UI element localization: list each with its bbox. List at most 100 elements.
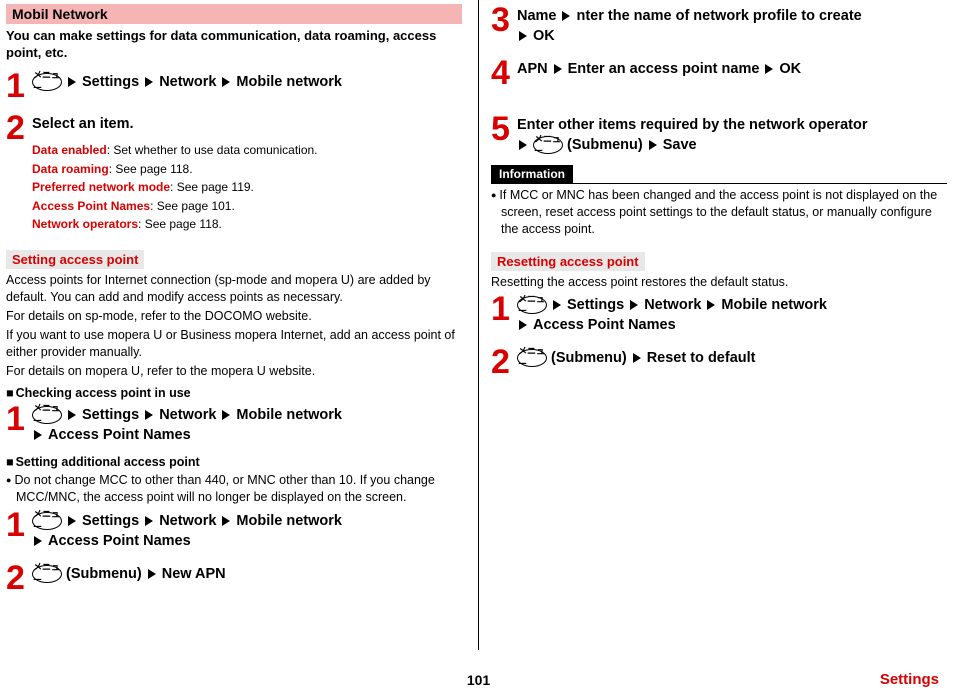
step-5: 5 Enter other items required by the netw…: [491, 113, 947, 156]
nav-settings: Settings: [82, 405, 139, 425]
reset-step-2: 2 メニュー(Submenu) Reset to default: [491, 346, 947, 378]
label-ok: OK: [533, 26, 555, 46]
page-footer: 101 Settings: [0, 671, 957, 688]
right-column: 3 Name nter the name of network profile …: [485, 0, 957, 655]
def-desc: : See page 119.: [170, 180, 254, 194]
arrow-icon: [519, 320, 527, 330]
step-3: 3 Name nter the name of network profile …: [491, 4, 947, 47]
menu-icon: メニュー: [517, 349, 547, 367]
arrow-icon: [562, 11, 570, 21]
nav-network: Network: [159, 511, 216, 531]
subtopic-head: Checking access point in use: [6, 386, 462, 400]
arrow-icon: [519, 140, 527, 150]
step-title: Select an item.: [32, 114, 134, 134]
arrow-icon: [707, 300, 715, 310]
information-bullet: If MCC or MNC has been changed and the a…: [491, 187, 947, 238]
nav-settings: Settings: [567, 295, 624, 315]
nav-apn: Access Point Names: [48, 531, 191, 551]
nav-settings: Settings: [82, 511, 139, 531]
step-number: 3: [491, 4, 517, 47]
nav-mobile-network: Mobile network: [236, 405, 342, 425]
def-desc: : See page 101.: [150, 199, 235, 213]
spacer: [491, 99, 947, 113]
add-step-1: 1 メニュー Settings Network Mobile network A…: [6, 509, 462, 552]
label-save: Save: [663, 135, 697, 155]
page-columns: Mobil Network You can make settings for …: [0, 0, 957, 655]
left-column: Mobil Network You can make settings for …: [0, 0, 472, 655]
nav-mobile-network: Mobile network: [721, 295, 827, 315]
step-number: 2: [6, 112, 32, 234]
arrow-icon: [649, 140, 657, 150]
menu-icon: メニュー: [32, 73, 62, 91]
instruction: Enter an access point name: [568, 59, 760, 79]
arrow-icon: [765, 64, 773, 74]
column-divider: [478, 0, 479, 650]
arrow-icon: [34, 536, 42, 546]
submenu-label: (Submenu): [66, 564, 142, 584]
menu-icon: メニュー: [32, 406, 62, 424]
step-number: 1: [6, 403, 32, 446]
step-number: 1: [491, 293, 517, 336]
definitions-list: Data enabled: Set whether to use data co…: [32, 142, 462, 233]
check-step-1: 1 メニュー Settings Network Mobile network A…: [6, 403, 462, 446]
def-term: Data roaming: [32, 162, 109, 176]
step-1: 1 メニュー Settings Network Mobile network: [6, 70, 462, 102]
arrow-icon: [34, 430, 42, 440]
label-reset-default: Reset to default: [647, 348, 756, 368]
reset-step-1: 1 メニュー Settings Network Mobile network A…: [491, 293, 947, 336]
step-number: 1: [6, 70, 32, 102]
menu-icon: メニュー: [32, 512, 62, 530]
step-4: 4 APN Enter an access point name OK: [491, 57, 947, 89]
sub-header: Resetting access point: [491, 252, 645, 271]
nav-network: Network: [159, 72, 216, 92]
step-number: 1: [6, 509, 32, 552]
def-term: Access Point Names: [32, 199, 150, 213]
information-box: Information If MCC or MNC has been chang…: [491, 165, 947, 238]
arrow-icon: [519, 31, 527, 41]
def-desc: : See page 118.: [109, 162, 193, 176]
label-name: Name: [517, 6, 557, 26]
arrow-icon: [148, 569, 156, 579]
menu-icon: メニュー: [517, 296, 547, 314]
instruction: nter the name of network profile to crea…: [576, 6, 861, 26]
add-step-2: 2 メニュー(Submenu) New APN: [6, 562, 462, 594]
def-term: Preferred network mode: [32, 180, 170, 194]
step-number: 5: [491, 113, 517, 156]
page-number: 101: [467, 672, 490, 688]
step-2: 2 Select an item. Data enabled: Set whet…: [6, 112, 462, 234]
def-desc: : Set whether to use data comunication.: [107, 143, 318, 157]
nav-mobile-network: Mobile network: [236, 72, 342, 92]
def-term: Network operators: [32, 217, 138, 231]
arrow-icon: [145, 77, 153, 87]
arrow-icon: [553, 300, 561, 310]
body-paragraph: Access points for Internet connection (s…: [6, 272, 462, 306]
step-number: 4: [491, 57, 517, 89]
arrow-icon: [222, 410, 230, 420]
arrow-icon: [68, 77, 76, 87]
step-number: 2: [6, 562, 32, 594]
arrow-icon: [145, 516, 153, 526]
nav-settings: Settings: [82, 72, 139, 92]
bullet: Do not change MCC to other than 440, or …: [6, 472, 462, 506]
nav-apn: Access Point Names: [48, 425, 191, 445]
step-number: 2: [491, 346, 517, 378]
def-term: Data enabled: [32, 143, 107, 157]
body-paragraph: Resetting the access point restores the …: [491, 274, 947, 291]
menu-icon: メニュー: [32, 565, 62, 583]
body-paragraph: If you want to use mopera U or Business …: [6, 327, 462, 361]
nav-network: Network: [644, 295, 701, 315]
footer-category: Settings: [880, 671, 939, 688]
arrow-icon: [633, 353, 641, 363]
arrow-icon: [222, 516, 230, 526]
instruction: Enter other items required by the networ…: [517, 115, 868, 135]
submenu-label: (Submenu): [567, 135, 643, 155]
nav-apn: Access Point Names: [533, 315, 676, 335]
body-paragraph: For details on mopera U, refer to the mo…: [6, 363, 462, 380]
def-desc: : See page 118.: [138, 217, 222, 231]
label-ok: OK: [779, 59, 801, 79]
arrow-icon: [145, 410, 153, 420]
information-header: Information: [491, 165, 573, 183]
arrow-icon: [554, 64, 562, 74]
arrow-icon: [68, 516, 76, 526]
nav-network: Network: [159, 405, 216, 425]
